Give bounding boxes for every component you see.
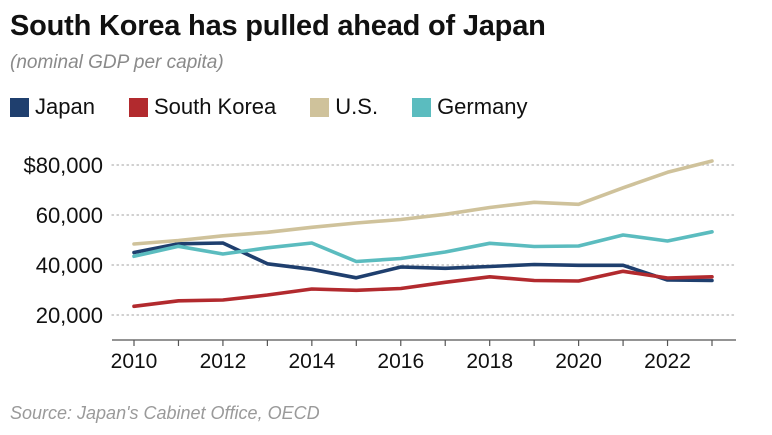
series-lines [132,159,714,309]
chart-subtitle: (nominal GDP per capita) [10,52,224,73]
y-axis-labels: 20,000 40,000 60,000 $80,000 [23,153,103,328]
x-tick-label: 2016 [377,350,424,373]
x-tick-label: 2022 [644,350,691,373]
x-tick-label: 2012 [200,350,247,373]
chart-title: South Korea has pulled ahead of Japan [10,10,546,42]
legend-swatch [128,97,148,117]
legend-item-germany: Germany [412,94,528,120]
source-note: Source: Japan's Cabinet Office, OECD [10,403,320,423]
x-tick-label: 2014 [288,350,335,373]
y-tick-label: $80,000 [23,153,103,178]
y-tick-label: 60,000 [36,203,103,228]
series-line-south-korea [132,269,714,309]
legend-item-u-s: U.S. [310,94,378,120]
legend-item-japan: Japan [10,94,95,120]
legend-swatch [412,97,432,117]
y-tick-label: 20,000 [36,303,103,328]
y-tick-label: 40,000 [36,253,103,278]
series-line-japan [132,241,714,283]
chart-legend: Japan South Korea U.S. Germany [10,94,562,120]
x-tick-label: 2020 [555,350,602,373]
x-tick-label: 2010 [111,350,158,373]
legend-label: South Korea [153,94,277,119]
legend-swatch [10,97,29,117]
legend-label: Japan [35,94,95,119]
x-tick-label: 2018 [466,350,513,373]
series-line-u-s [132,159,714,246]
legend-label: Germany [437,94,528,119]
legend-label: U.S. [335,94,379,119]
grid-lines [111,164,737,316]
legend-item-south-korea: South Korea [128,94,277,120]
x-axis: 2010 2012 2014 2016 2018 2020 2022 [111,339,736,373]
legend-swatch [310,97,330,117]
series-line-germany [132,230,714,264]
